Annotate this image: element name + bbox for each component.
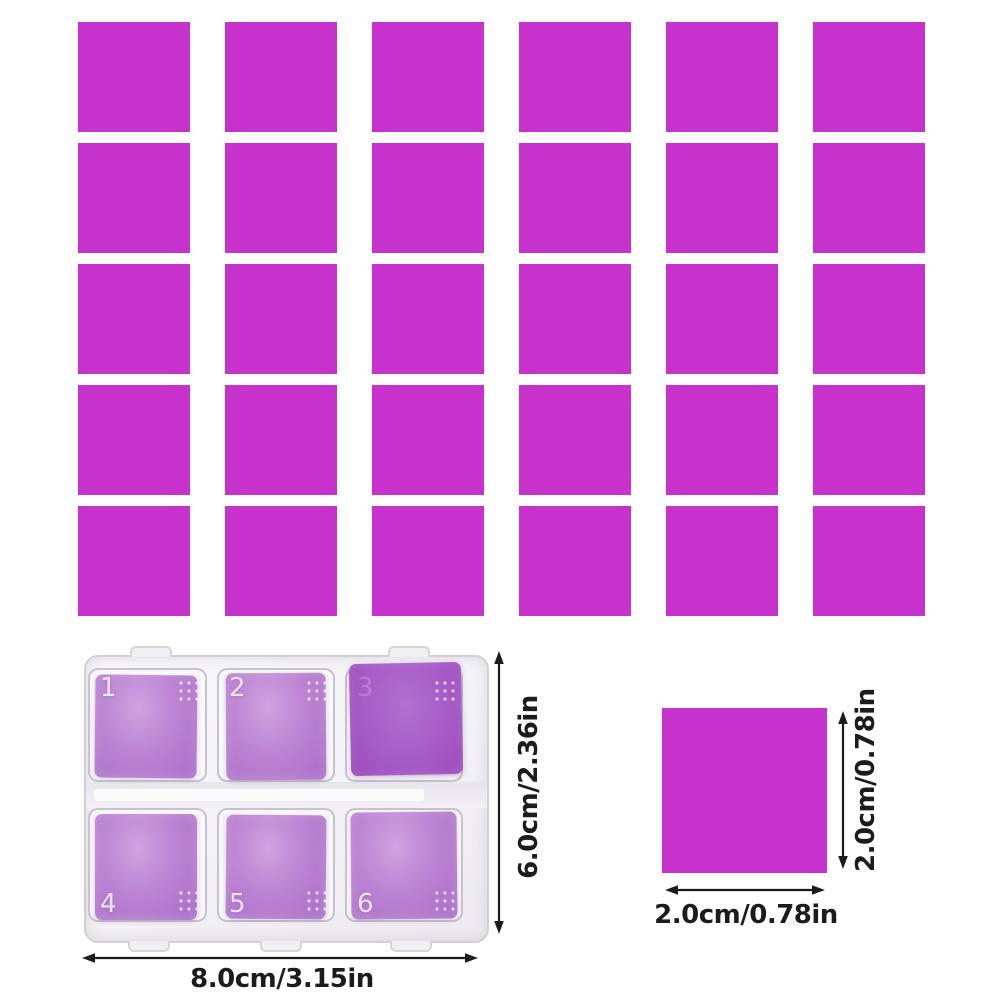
single-swatch-square (662, 708, 827, 873)
box-compartment-2: 2 (217, 668, 335, 782)
compartment-number: 3 (357, 673, 374, 703)
box-clasp-tab (388, 646, 430, 657)
swatch-square (225, 264, 337, 374)
swatch-square (78, 264, 190, 374)
swatch-square (813, 143, 925, 253)
square-height-arrow (838, 711, 848, 869)
square-width-arrow (665, 885, 825, 895)
swatch-square (78, 143, 190, 253)
swatch-square (813, 264, 925, 374)
swatch-square (666, 385, 778, 495)
mold-dots (305, 889, 327, 911)
swatch-square (813, 385, 925, 495)
box-height-arrow (494, 651, 504, 934)
box-divider-highlight (94, 789, 424, 801)
swatch-square (372, 143, 484, 253)
swatch-square (225, 385, 337, 495)
compartment-number: 6 (357, 889, 374, 919)
swatch-square (666, 506, 778, 616)
swatch-square (78, 385, 190, 495)
box-compartment-3: 3 (345, 661, 464, 782)
swatch-square (519, 385, 631, 495)
swatch-square (372, 385, 484, 495)
box-width-label: 8.0cm/3.15in (190, 964, 374, 994)
swatch-square (519, 143, 631, 253)
mold-dots (433, 679, 455, 701)
swatch-square (666, 264, 778, 374)
box-height-label: 6.0cm/2.36in (514, 695, 544, 879)
box-width-arrow (82, 953, 478, 963)
swatch-square (813, 506, 925, 616)
box-clasp-tab (130, 646, 172, 657)
compartment-number: 2 (229, 673, 246, 703)
mold-dots (177, 679, 199, 701)
swatch-square (519, 264, 631, 374)
swatch-square (225, 506, 337, 616)
swatch-square (78, 506, 190, 616)
swatch-square (225, 143, 337, 253)
swatch-square (666, 143, 778, 253)
swatch-square (519, 506, 631, 616)
swatch-grid (78, 22, 925, 616)
box-clasp-tab (128, 941, 170, 952)
swatch-square (666, 22, 778, 132)
swatch-square (372, 22, 484, 132)
compartment-number: 5 (229, 889, 246, 919)
swatch-square (372, 506, 484, 616)
box-compartment-6: 6 (345, 808, 463, 922)
storage-box: 1 2 3 4 5 6 (84, 646, 489, 952)
swatch-square (225, 22, 337, 132)
box-clasp-tab (390, 941, 432, 952)
box-compartment-5: 5 (217, 808, 335, 922)
mold-dots (433, 889, 455, 911)
box-compartment-4: 4 (88, 808, 207, 922)
swatch-square (372, 264, 484, 374)
mold-dots (305, 679, 327, 701)
compartment-number: 4 (100, 889, 117, 919)
mold-dots (177, 889, 199, 911)
box-compartment-1: 1 (88, 668, 207, 782)
square-height-label: 2.0cm/0.78in (851, 688, 881, 872)
swatch-square (813, 22, 925, 132)
square-width-label: 2.0cm/0.78in (654, 900, 838, 930)
swatch-square (519, 22, 631, 132)
swatch-square (78, 22, 190, 132)
box-divider (86, 782, 487, 808)
box-clasp-tab (260, 941, 302, 952)
compartment-number: 1 (100, 673, 117, 703)
